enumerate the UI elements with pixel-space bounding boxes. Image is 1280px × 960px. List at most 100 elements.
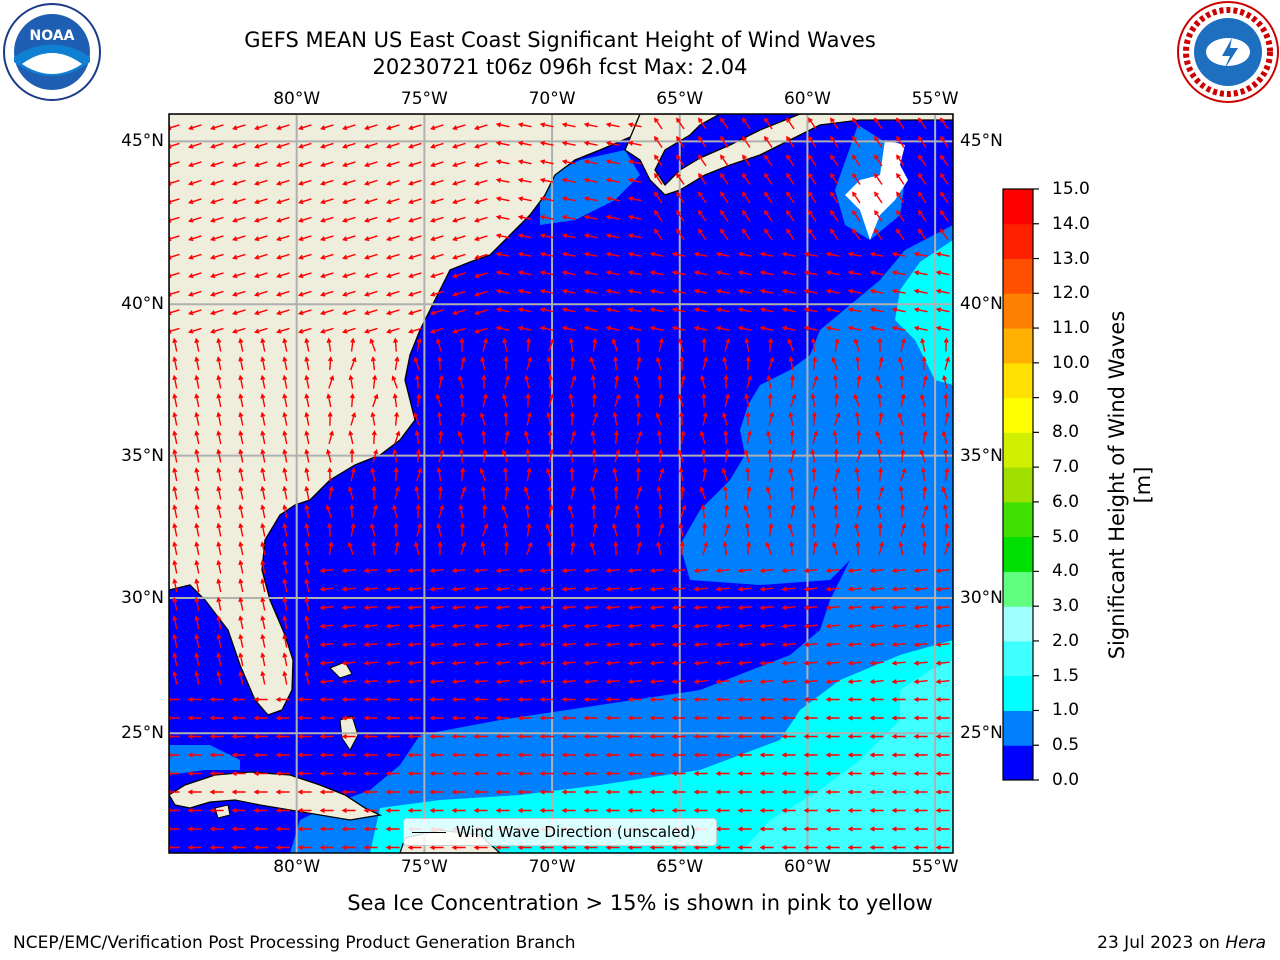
wave-direction-arrow [210,124,224,131]
wave-direction-arrow [847,586,862,592]
wave-direction-arrow [583,660,598,666]
wave-direction-arrow [539,325,554,331]
wave-direction-arrow [407,715,422,721]
wave-direction-arrow [913,251,928,257]
wave-direction-arrow [896,209,905,222]
sea-ice-note: Sea Ice Concentration > 15% is shown in … [347,891,933,915]
wave-direction-arrow [253,752,268,758]
wave-direction-arrow [517,733,532,740]
wave-direction-arrow [636,411,642,426]
wave-direction-arrow [495,660,510,666]
wave-direction-arrow [636,486,643,500]
wave-direction-arrow [474,327,488,334]
wave-direction-arrow [935,325,950,331]
wave-direction-arrow [803,605,818,611]
wave-direction-arrow [627,660,642,666]
wave-direction-arrow [715,642,730,648]
wave-direction-arrow [781,752,796,758]
wave-direction-arrow [825,679,840,685]
wave-direction-arrow [781,807,796,814]
wave-direction-arrow [408,309,422,316]
wave-direction-arrow [188,235,202,242]
wave-direction-arrow [781,660,796,666]
wave-direction-arrow [216,393,222,408]
wave-direction-arrow [737,307,752,313]
wave-direction-arrow [517,789,532,795]
wave-direction-arrow [561,122,576,128]
wave-direction-arrow [194,411,200,426]
wave-direction-arrow [891,733,906,740]
wave-direction-arrow [430,216,444,223]
wave-direction-arrow [856,504,863,519]
wave-direction-arrow [430,272,444,279]
wave-direction-arrow [825,733,840,740]
wave-direction-arrow [539,196,554,202]
wave-direction-arrow [744,522,750,537]
wave-direction-arrow [869,807,884,814]
wave-direction-arrow [869,660,884,666]
wave-direction-arrow [539,586,554,592]
wind-wave-direction-arrows [169,117,951,851]
wave-direction-arrow [363,605,378,611]
wave-direction-arrow [363,733,378,740]
wave-direction-arrow [913,807,928,814]
wave-direction-arrow [654,135,663,148]
wave-direction-arrow [297,715,312,721]
wave-direction-arrow [913,642,928,648]
wave-direction-arrow [188,290,202,297]
wave-direction-arrow [194,541,200,556]
wave-direction-arrow [605,605,620,611]
wave-direction-arrow [371,485,377,500]
wave-direction-arrow [737,605,752,611]
wave-direction-arrow [583,733,598,740]
wave-direction-arrow [372,504,378,519]
wave-direction-arrow [298,198,312,205]
wave-direction-arrow [386,198,400,205]
wave-direction-arrow [676,135,685,148]
wave-direction-arrow [429,586,444,592]
wave-direction-arrow [803,807,818,814]
wave-direction-arrow [693,568,708,574]
wave-direction-arrow [737,586,752,592]
wave-direction-arrow [452,327,466,334]
wave-direction-arrow [408,216,422,223]
wave-direction-arrow [869,605,884,611]
wave-direction-arrow [232,309,246,316]
wave-direction-arrow [276,142,290,149]
wave-direction-arrow [364,161,378,168]
wave-direction-arrow [172,596,178,611]
wave-direction-arrow [341,770,356,777]
wave-direction-arrow [825,696,840,703]
wave-direction-arrow [583,715,598,721]
wave-direction-arrow [517,196,532,202]
wave-direction-arrow [693,844,708,851]
wave-direction-arrow [583,196,598,202]
wave-direction-arrow [745,467,751,482]
wave-direction-arrow [561,177,576,183]
wave-direction-arrow [944,467,950,482]
wave-direction-arrow [194,448,200,463]
wave-direction-arrow [874,117,883,130]
wave-direction-arrow [808,209,817,222]
wave-direction-arrow [852,209,861,222]
wave-direction-arrow [326,337,332,352]
wave-direction-arrow [393,337,399,352]
wave-direction-arrow [759,623,774,629]
wave-direction-arrow [715,770,730,777]
wave-direction-arrow [320,253,334,260]
wave-direction-arrow [781,605,796,611]
wave-direction-arrow [503,356,509,371]
wave-direction-arrow [680,485,686,500]
wave-direction-arrow [209,826,224,832]
lat-tick-label-left: 30°N [121,587,164,608]
colorbar-tick-label: 12.0 [1052,283,1090,304]
wave-direction-arrow [282,393,288,408]
wave-direction-arrow [913,679,928,685]
wave-direction-arrow [210,272,224,279]
wave-direction-arrow [671,715,686,721]
wave-direction-arrow [583,844,598,851]
colorbar-swatch [1003,675,1033,711]
wave-direction-arrow [435,393,442,408]
wave-direction-arrow [847,752,862,758]
wave-direction-arrow [501,504,508,519]
